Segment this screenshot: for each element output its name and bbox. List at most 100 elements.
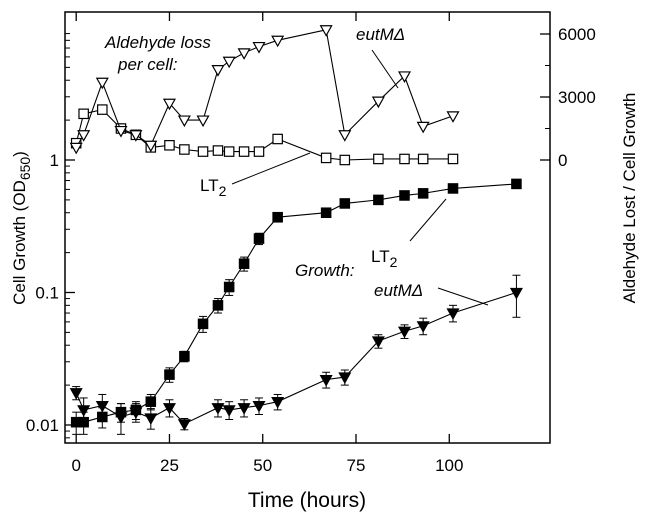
data-point — [446, 111, 460, 123]
data-point — [417, 188, 429, 199]
y-left-tick-label: 0.1 — [35, 284, 59, 303]
data-point — [371, 96, 385, 109]
y-axis-left-title-main: Cell Growth (OD — [10, 180, 29, 305]
data-point — [272, 211, 283, 223]
data-point — [212, 300, 224, 311]
data-point — [129, 407, 143, 420]
left-axis: 0.01 0.1 1 — [26, 33, 75, 439]
data-point — [338, 372, 352, 385]
data-point — [129, 130, 143, 142]
data-point — [197, 146, 209, 157]
y-axis-left-title-close: ) — [10, 151, 29, 157]
x-tick-label: 100 — [435, 456, 463, 475]
leader-lt2-upper — [231, 152, 311, 185]
data-point — [211, 403, 225, 415]
data-point — [144, 140, 158, 153]
data-point — [446, 308, 460, 321]
annotation-eutm-upper: eutMΔ — [356, 25, 405, 44]
data-point — [339, 154, 351, 166]
data-point — [223, 146, 235, 157]
data-point — [397, 71, 412, 84]
data-point — [69, 388, 83, 400]
data-point — [319, 374, 333, 387]
data-point — [95, 77, 109, 90]
series-layer — [69, 25, 523, 435]
lt2-upper-sub: 2 — [219, 183, 227, 199]
data-point — [416, 321, 430, 333]
annotation-aldehyde-loss-2: per cell: — [117, 55, 178, 74]
x-tick-label: 75 — [347, 456, 366, 475]
leader-eutm-lower — [437, 287, 489, 306]
data-point — [271, 397, 285, 409]
data-point — [319, 25, 333, 37]
data-point — [320, 207, 332, 219]
data-point — [114, 125, 128, 138]
data-point — [197, 318, 209, 330]
lt2-upper-main: LT — [200, 176, 219, 195]
data-point — [397, 326, 412, 339]
y-left-tick-label: 1 — [50, 151, 59, 170]
data-point — [223, 281, 235, 293]
annotation-eutm-lower: eutMΔ — [374, 281, 423, 300]
data-point — [69, 142, 83, 155]
y-right-tick-label: 0 — [558, 151, 567, 170]
data-point — [339, 198, 351, 209]
data-point — [145, 396, 157, 407]
series-1 — [69, 274, 523, 435]
data-point — [211, 65, 225, 77]
data-point — [511, 178, 522, 190]
leader-eutm-upper — [371, 49, 399, 89]
data-point — [179, 351, 190, 362]
data-point — [97, 104, 108, 115]
data-point — [144, 413, 158, 425]
y-axis-left-title-sub: 650 — [17, 157, 33, 181]
annotation-lt2-lower: LT2 — [371, 247, 398, 270]
y-axis-left-title: Cell Growth (OD650) — [10, 151, 33, 305]
data-point — [78, 108, 89, 120]
annotation-lt2-upper: LT2 — [200, 176, 227, 199]
data-point — [373, 153, 384, 165]
data-point — [238, 146, 250, 157]
data-point — [253, 146, 265, 157]
x-axis: 0 25 50 75 100 — [71, 12, 463, 475]
data-point — [196, 115, 210, 128]
x-tick-label: 0 — [71, 456, 80, 475]
data-point — [371, 336, 385, 349]
data-point — [252, 400, 266, 413]
series-3 — [69, 25, 460, 155]
plot-frame — [64, 11, 551, 444]
data-point — [164, 369, 175, 380]
data-point — [237, 48, 251, 60]
data-point — [164, 140, 175, 151]
right-axis: 0 3000 6000 — [540, 25, 596, 170]
data-point — [338, 130, 352, 142]
data-point — [162, 98, 176, 111]
y-right-tick-label: 6000 — [558, 25, 596, 44]
leader-lt2-lower — [409, 198, 447, 242]
lt2-lower-main: LT — [371, 247, 390, 266]
data-point — [509, 287, 523, 300]
data-point — [77, 405, 91, 417]
lt2-lower-sub: 2 — [390, 254, 398, 270]
data-point — [237, 403, 251, 415]
data-point — [417, 153, 429, 165]
data-point — [222, 405, 236, 417]
data-point — [212, 145, 224, 156]
x-tick-label: 25 — [160, 456, 179, 475]
data-point — [416, 121, 430, 134]
y-left-tick-label: 0.01 — [26, 416, 59, 435]
data-point — [114, 412, 128, 424]
data-point — [77, 130, 91, 142]
data-point — [399, 153, 410, 165]
data-point — [320, 152, 332, 164]
annotation-growth: Growth: — [295, 261, 355, 280]
data-point — [252, 41, 266, 54]
data-point — [447, 153, 459, 165]
data-point — [179, 144, 190, 155]
data-point — [222, 56, 236, 69]
x-tick-label: 50 — [253, 456, 272, 475]
data-point — [447, 183, 459, 194]
y-axis-right-title: Aldehyde Lost / Cell Growth — [620, 93, 639, 304]
data-point — [95, 400, 109, 413]
